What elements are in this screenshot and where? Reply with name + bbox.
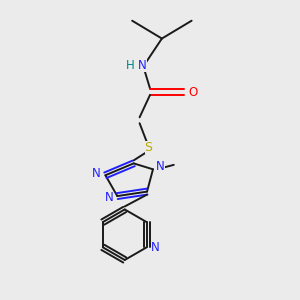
Text: N: N	[92, 167, 100, 180]
Text: S: S	[145, 140, 152, 154]
Text: N: N	[138, 59, 147, 72]
Text: N: N	[105, 191, 113, 204]
Text: H: H	[126, 59, 135, 72]
Text: N: N	[151, 242, 160, 254]
Text: N: N	[156, 160, 165, 173]
Text: O: O	[188, 85, 197, 98]
